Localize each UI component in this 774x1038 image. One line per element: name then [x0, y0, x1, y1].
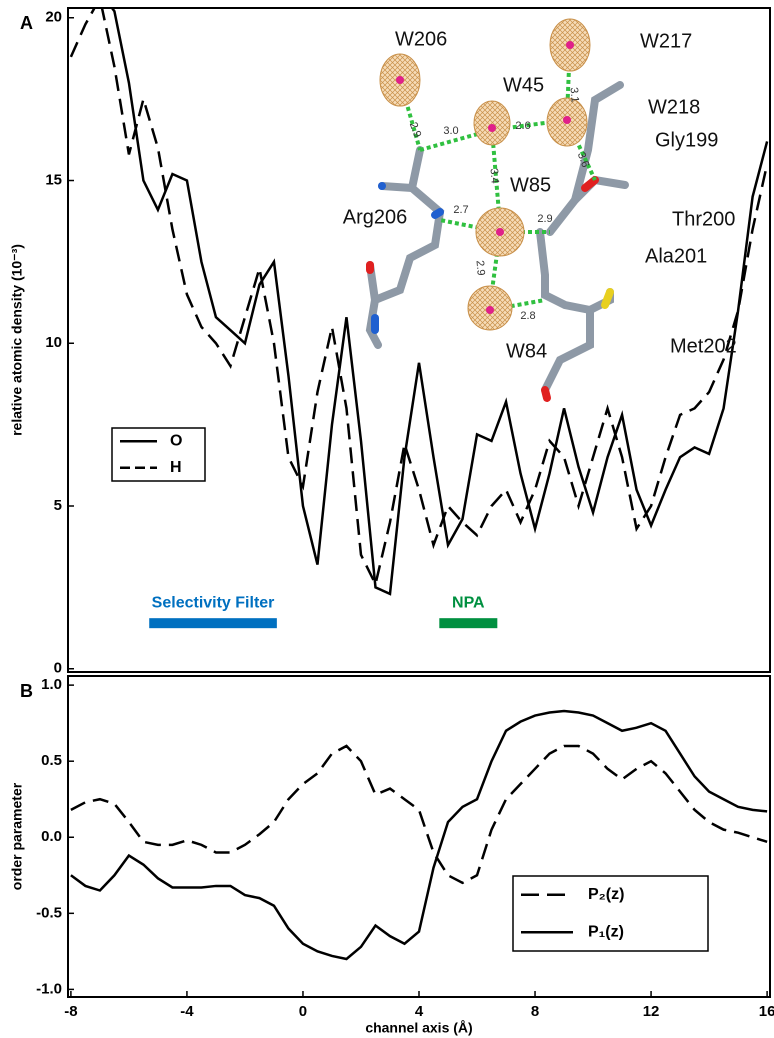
region-bar: [439, 618, 498, 629]
inset-label: W45: [503, 74, 544, 96]
y-tick-label: 0.0: [41, 828, 62, 845]
plot-frame: [67, 7, 771, 673]
legend-label: O: [170, 432, 182, 449]
inset-label: W206: [395, 28, 447, 50]
y-tick-label: 15: [45, 171, 62, 188]
x-tick-label: 16: [759, 1003, 774, 1020]
inset-label: W85: [510, 174, 551, 196]
inset-label: Thr200: [672, 208, 735, 230]
series-line: [110, 8, 769, 596]
panel-label: A: [20, 13, 33, 33]
y-tick-label: 10: [45, 334, 62, 351]
y-tick-label: 0: [54, 660, 62, 677]
distance-label: 2.6: [515, 120, 530, 132]
y-tick-label: 0.5: [41, 752, 62, 769]
legend-box: [111, 427, 206, 482]
series-line: [69, 8, 769, 588]
distance-label: 3.6: [575, 151, 592, 169]
inset-label: Ala201: [645, 245, 707, 267]
distance-label: 2.9: [473, 260, 486, 276]
x-tick-label: -4: [180, 1003, 194, 1020]
distance-label: 3.1: [567, 87, 580, 103]
y-tick-label: -0.5: [36, 904, 62, 921]
inset-structure: [365, 18, 629, 402]
inset-label: W217: [640, 30, 692, 52]
x-axis-label: channel axis (Å): [365, 1020, 472, 1036]
y-tick-label: 5: [54, 497, 62, 514]
region-label: NPA: [452, 594, 485, 611]
distance-label: 2.7: [453, 204, 468, 216]
distance-label: 2.9: [407, 121, 424, 139]
legend-box: [512, 875, 709, 952]
legend-label: P₂(z): [588, 886, 624, 903]
series-line: [70, 709, 768, 961]
y-axis-label: order parameter: [9, 782, 25, 890]
legend-label: P₁(z): [588, 923, 624, 940]
distance-label: 2.8: [520, 310, 535, 322]
x-tick-label: 8: [531, 1003, 539, 1020]
series-group: [70, 709, 768, 961]
region-bar: [149, 618, 277, 629]
panel-label: B: [20, 681, 33, 701]
y-tick-label: -1.0: [36, 980, 62, 997]
y-axis-label: relative atomic density (10⁻³): [9, 244, 25, 436]
series-group: [69, 8, 769, 596]
x-tick-label: 0: [299, 1003, 307, 1020]
x-tick-label: 12: [643, 1003, 660, 1020]
distance-label: 3.0: [443, 125, 458, 137]
series-line: [70, 744, 768, 885]
region-label: Selectivity Filter: [152, 594, 275, 611]
y-tick-label: 1.0: [41, 676, 62, 693]
distance-label: 2.9: [537, 213, 552, 225]
distance-label: 3.4: [487, 168, 500, 184]
inset-label: W218: [648, 96, 700, 118]
inset-label: Gly199: [655, 129, 718, 151]
legend-label: H: [170, 459, 182, 476]
inset-label: Arg206: [343, 206, 408, 228]
x-tick-label: -8: [64, 1003, 77, 1020]
x-tick-label: 4: [415, 1003, 424, 1020]
y-tick-label: 20: [45, 9, 62, 26]
inset-label: Met202: [670, 335, 737, 357]
inset-label: W84: [506, 340, 547, 362]
